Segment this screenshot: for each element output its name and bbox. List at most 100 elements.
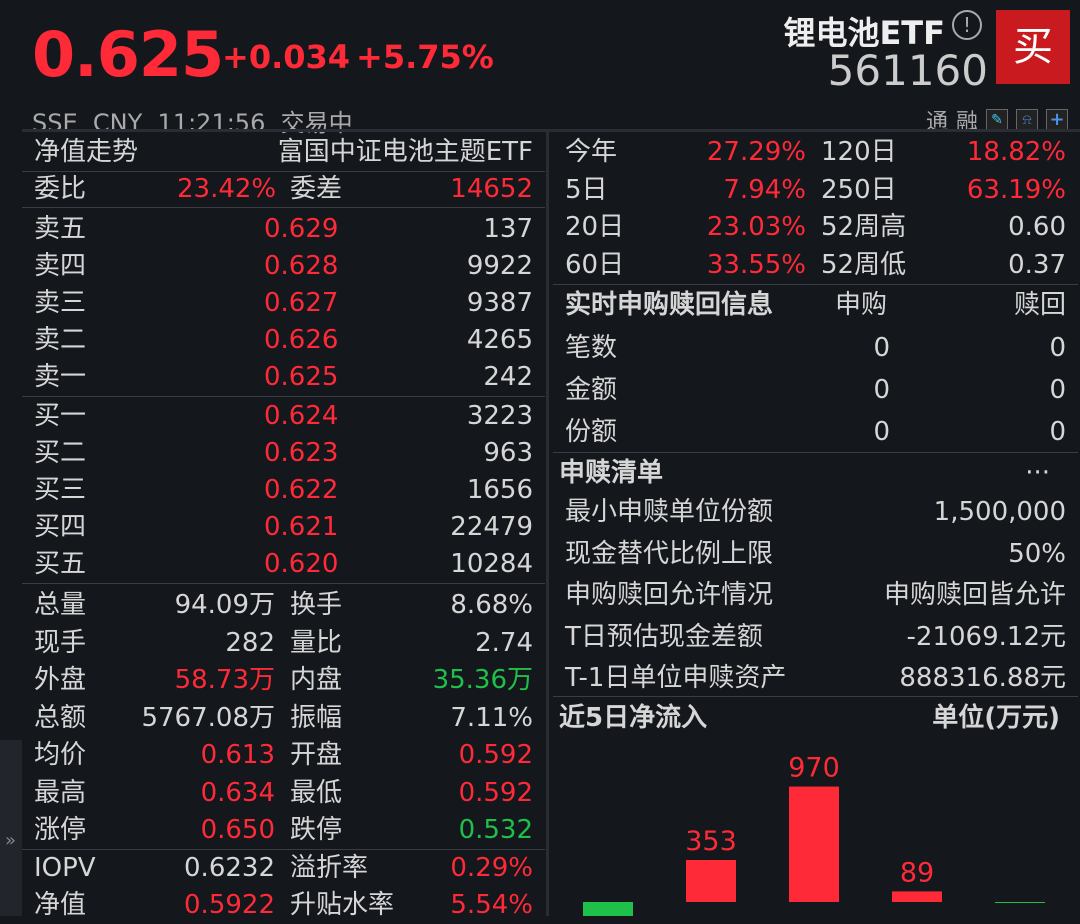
rong-tag: 融 — [955, 110, 978, 135]
fund-name: 富国中证电池主题ETF — [277, 137, 533, 167]
section-title: 申赎清单 — [559, 458, 664, 488]
divider — [22, 396, 545, 397]
data-label: 353 — [685, 826, 737, 857]
pencil-icon[interactable]: ✎ — [986, 109, 1008, 131]
label: 买五 — [34, 549, 87, 579]
label: IOPV — [34, 852, 96, 883]
bid-row: 买三 0.622 1656 — [22, 472, 545, 509]
value: 27.29% — [706, 137, 806, 167]
label: 20日 — [565, 212, 625, 242]
flow-header: 近5日净流入 单位(万元) — [553, 700, 1078, 737]
time: 11:21:56 — [157, 109, 266, 137]
value: 8.68% — [450, 590, 533, 620]
value: 23.03% — [706, 212, 806, 242]
label: 外盘 — [34, 665, 87, 695]
price: 0.628 — [264, 251, 339, 281]
value: 0.650 — [200, 815, 275, 845]
value: 35.36万 — [432, 665, 533, 695]
value: 94.09万 — [174, 590, 275, 620]
volume: 242 — [483, 362, 533, 392]
exchange: SSE — [32, 109, 78, 137]
value: 1,500,000 — [933, 497, 1066, 527]
stat-row: 均价 0.613 开盘 0.592 — [22, 737, 545, 774]
volume: 963 — [483, 438, 533, 468]
label: 均价 — [34, 740, 87, 770]
unit-label: 单位(万元) — [932, 703, 1060, 733]
value: 7.11% — [450, 702, 533, 733]
last-price: 0.625 — [32, 18, 224, 91]
label: 换手 — [290, 590, 343, 620]
realtime-row: 笔数 0 0 — [553, 330, 1078, 367]
tong-tag: 通 — [925, 110, 948, 135]
bar — [583, 902, 633, 916]
divider — [22, 583, 545, 584]
panel-divider — [546, 132, 549, 916]
label: 卖四 — [34, 251, 87, 281]
value: 0.37 — [1008, 249, 1066, 280]
stat-row: 最高 0.634 最低 0.592 — [22, 775, 545, 812]
plus-icon[interactable]: + — [1046, 109, 1068, 131]
price: 0.620 — [264, 549, 339, 579]
label: 升贴水率 — [290, 890, 395, 920]
realtime-row: 份额 0 0 — [553, 414, 1078, 451]
bar — [892, 891, 942, 902]
divider — [22, 171, 545, 172]
buy-button[interactable]: 买 — [996, 10, 1070, 84]
divider — [553, 696, 1078, 697]
bid-row: 买一 0.624 3223 — [22, 398, 545, 435]
realtime-row: 金额 0 0 — [553, 372, 1078, 409]
volume: 22479 — [450, 512, 533, 542]
label: T-1日单位申赎资产 — [565, 663, 787, 693]
bid-row: 买二 0.623 963 — [22, 435, 545, 472]
value: 58.73万 — [174, 665, 275, 695]
bell-icon[interactable]: ⍾ — [1016, 109, 1038, 131]
label: 涨停 — [34, 815, 87, 845]
label: 今年 — [565, 137, 618, 167]
label: 最高 — [34, 777, 87, 808]
list-row: T-1日单位申赎资产 888316.88元 — [553, 660, 1078, 697]
security-code: 561160 — [827, 46, 988, 95]
value: 0 — [873, 417, 890, 447]
value: 0 — [1049, 375, 1066, 405]
bar — [686, 859, 736, 902]
col-header: 申购 — [835, 290, 888, 320]
volume: 1656 — [466, 475, 533, 505]
label: 最小申赎单位份额 — [565, 497, 774, 527]
info-icon[interactable]: ! — [952, 10, 982, 40]
bar — [789, 786, 839, 902]
data-label: 970 — [788, 753, 840, 784]
value: 0.613 — [200, 740, 275, 770]
value: 0.6232 — [184, 852, 275, 883]
label: 内盘 — [290, 665, 343, 695]
price: 0.623 — [264, 438, 339, 468]
label: 买一 — [34, 401, 87, 431]
label: 卖五 — [34, 214, 87, 244]
value: 0.29% — [450, 852, 533, 883]
expand-icon[interactable]: » — [5, 830, 17, 851]
divider — [553, 452, 1078, 453]
label: 60日 — [565, 249, 625, 280]
label: 买三 — [34, 475, 87, 505]
security-name: 锂电池ETF — [783, 14, 945, 52]
value: -21069.12元 — [906, 621, 1066, 652]
label: 跌停 — [290, 815, 343, 845]
stat-row: 总量 94.09万 换手 8.68% — [22, 587, 545, 624]
section-title: 近5日净流入 — [559, 703, 708, 733]
ask-row: 卖三 0.627 9387 — [22, 285, 545, 322]
price: 0.627 — [264, 288, 339, 318]
nav-trend-tab[interactable]: 净值走势 — [34, 137, 139, 167]
divider — [22, 849, 545, 850]
value: 5.54% — [450, 890, 533, 920]
currency: CNY — [92, 109, 143, 137]
list-row: 最小申赎单位份额 1,500,000 — [553, 494, 1078, 531]
label: 总额 — [34, 702, 87, 733]
price: 0.626 — [264, 325, 339, 355]
more-button[interactable]: ··· — [1025, 458, 1050, 488]
price-change-pct: +5.75% — [356, 38, 494, 76]
side-strip — [0, 740, 22, 916]
list-row: T日预估现金差额 -21069.12元 — [553, 619, 1078, 656]
value: 14652 — [450, 174, 533, 204]
label: 笔数 — [565, 333, 618, 363]
value: 50% — [1008, 538, 1066, 569]
stat-row: 外盘 58.73万 内盘 35.36万 — [22, 662, 545, 699]
